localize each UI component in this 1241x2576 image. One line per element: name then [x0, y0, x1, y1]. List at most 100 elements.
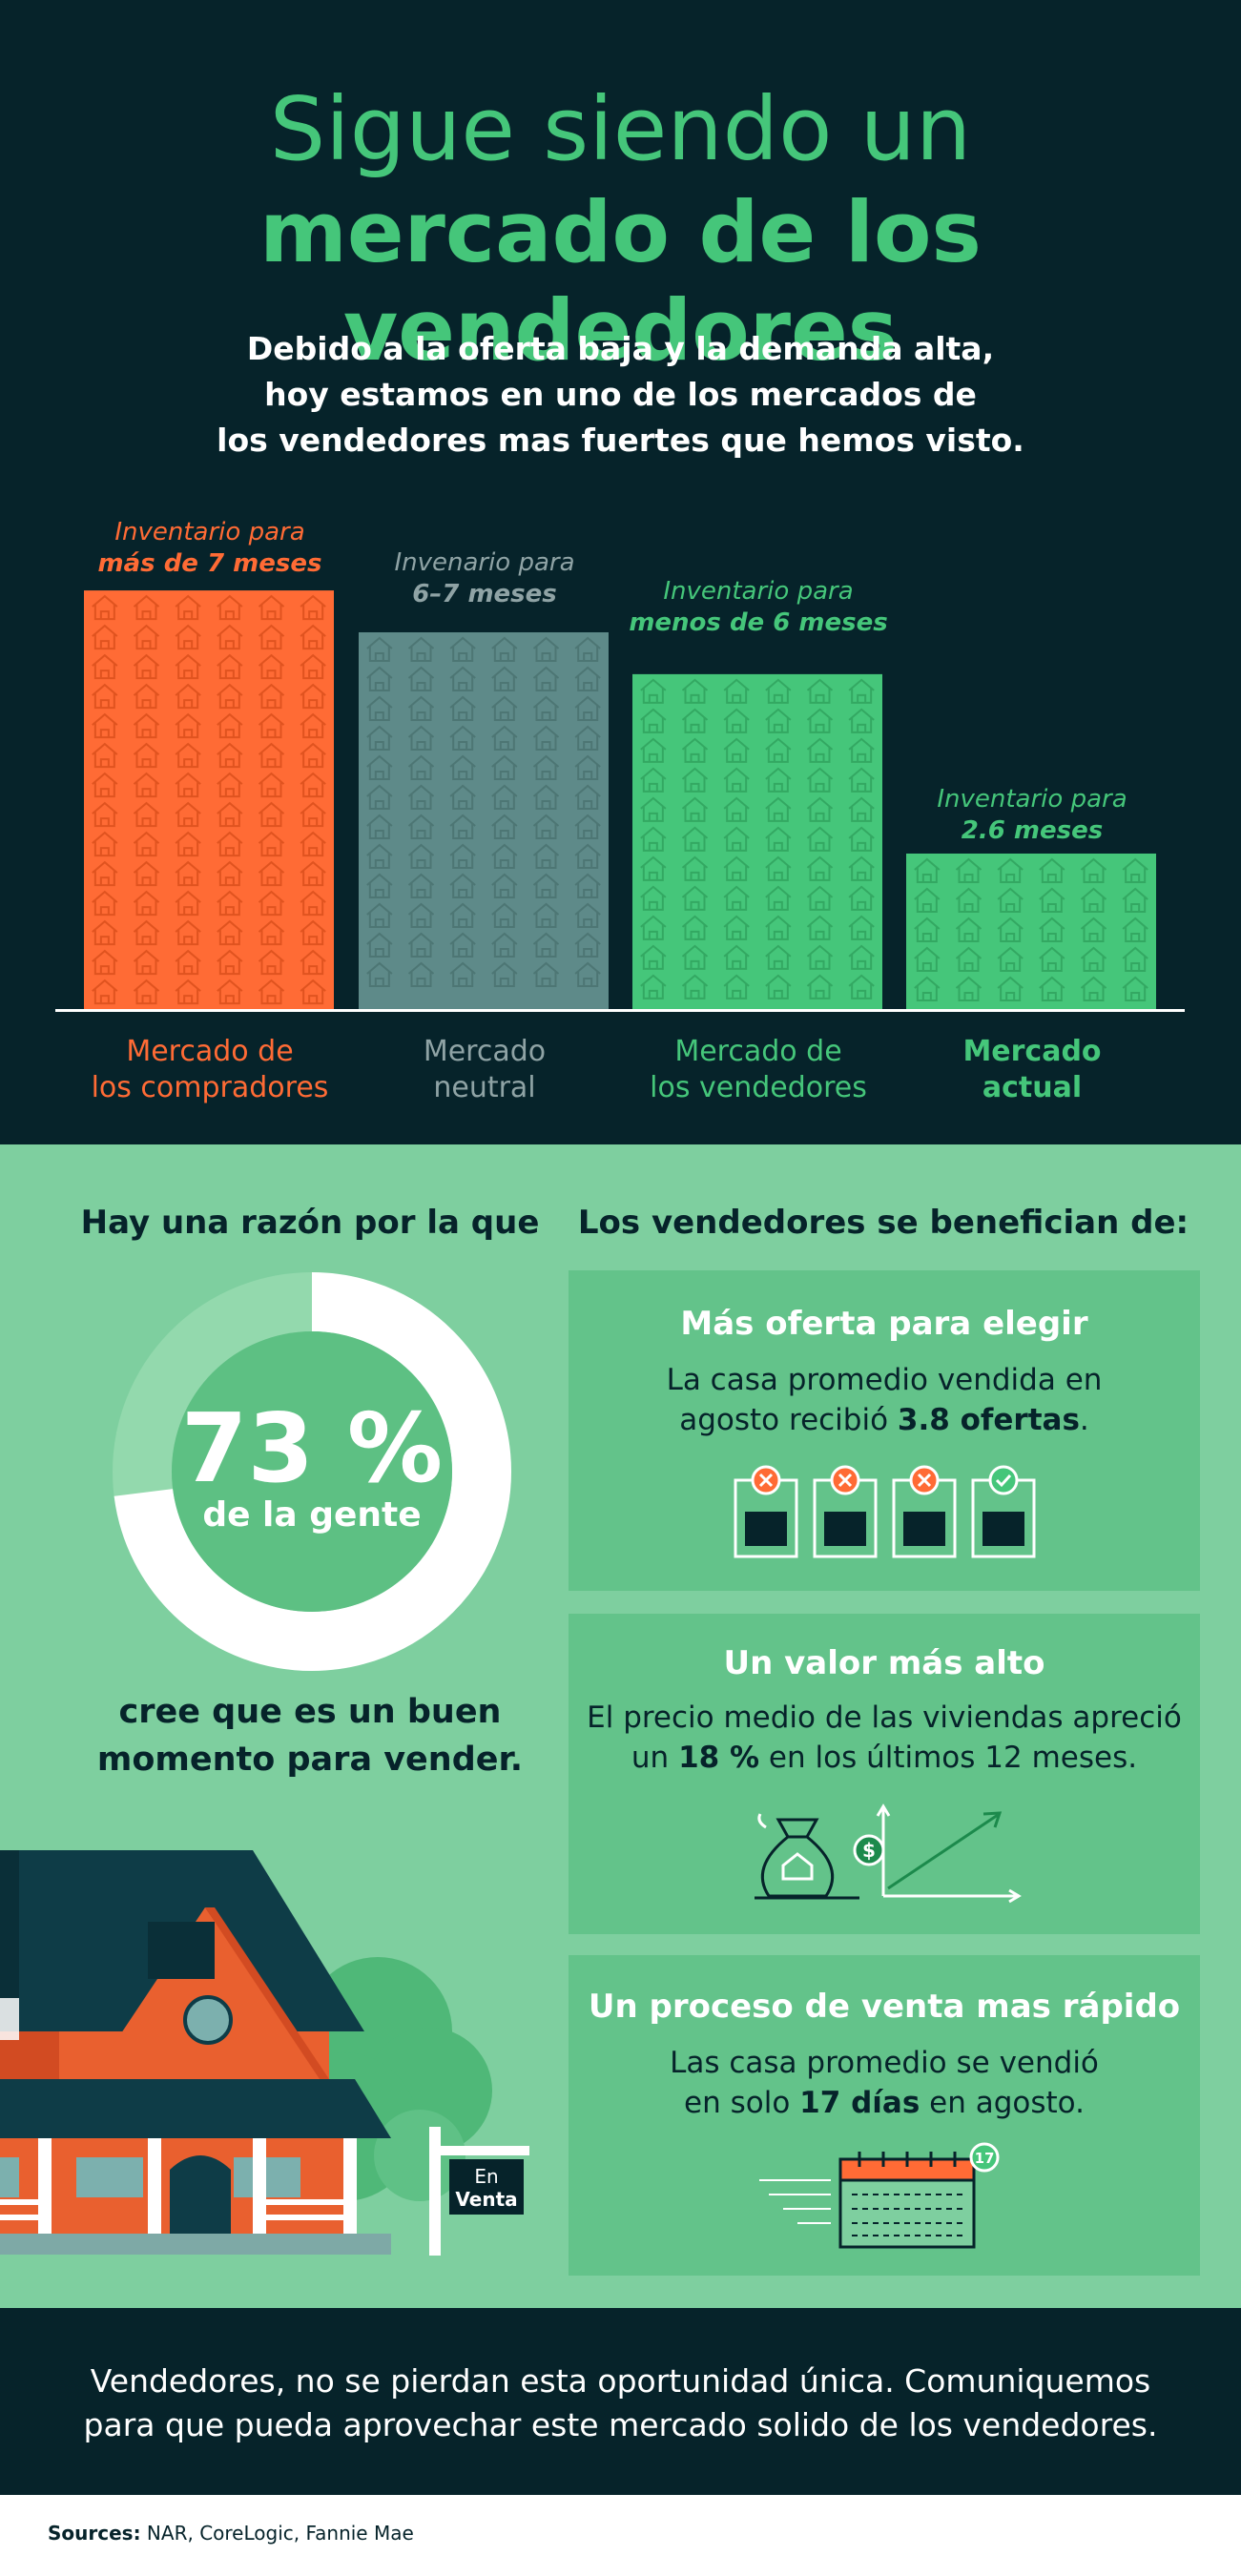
house-pattern-icon [955, 887, 982, 913]
house-pattern-icon [640, 826, 667, 852]
house-pattern-icon [366, 695, 393, 721]
house-pattern-icon [449, 961, 476, 987]
house-pattern-icon [175, 890, 201, 917]
card-speed-text-line1: Las casa promedio se vendió [670, 2046, 1099, 2080]
percent-subtitle: de la gente [202, 1495, 422, 1535]
house-pattern-icon [258, 919, 285, 946]
house-pattern-icon [765, 826, 792, 852]
house-pattern-icon [723, 915, 750, 940]
house-pattern-icon [449, 902, 476, 928]
house-pattern-icon [532, 902, 560, 928]
house-pattern-icon [681, 974, 709, 999]
calendar-badge [969, 2142, 1000, 2173]
house-pattern-icon [1122, 976, 1148, 1001]
house-pattern-icon [175, 624, 201, 650]
card-offers-text: La casa promedio vendida en agosto recib… [578, 1360, 1190, 1440]
bar-sellers [632, 673, 882, 1009]
bottom-section [0, 2308, 1241, 2495]
house-pattern-icon [806, 826, 834, 852]
house-pattern-icon [765, 708, 792, 733]
calendar-badge-number: 17 [975, 2150, 995, 2167]
house-pattern-icon [914, 976, 941, 1001]
house-pattern-icon [806, 767, 834, 793]
house-pattern-icon [681, 708, 709, 733]
house-pattern-icon [300, 949, 326, 976]
house-pattern-icon [258, 683, 285, 710]
house-pattern-icon [640, 885, 667, 911]
house-pattern-icon [133, 624, 160, 650]
house-pattern-icon [92, 860, 118, 887]
house-pattern-icon [217, 949, 243, 976]
house-pattern-icon [532, 754, 560, 780]
house-pattern-icon [258, 860, 285, 887]
card-value-text: El precio medio de las viviendas apreció… [578, 1698, 1190, 1778]
house-pattern-icon [848, 678, 875, 704]
bar-label-current-line2: 2.6 meses [961, 816, 1104, 845]
house-pattern-icon [407, 725, 435, 751]
column-1 [38, 2138, 52, 2234]
house-pattern-icon [491, 961, 518, 987]
house-pattern-icon [175, 653, 201, 680]
house-pattern-icon [848, 885, 875, 911]
house-pattern-icon [449, 784, 476, 810]
house-pattern-icon [914, 946, 941, 972]
house-pattern-icon [217, 742, 243, 769]
house-pattern-icon [1039, 976, 1065, 1001]
house-pattern-icon [133, 653, 160, 680]
house-pattern-icon [532, 666, 560, 691]
money-bag-icon [755, 1813, 859, 1900]
house-pattern-icon [133, 919, 160, 946]
house-pattern-icon [258, 712, 285, 739]
house-pattern-icon [217, 890, 243, 917]
card-value-text-line2: un 18 % en los últimos 12 meses. [631, 1741, 1138, 1775]
house-pattern-icon [133, 860, 160, 887]
house-pattern-icon [955, 917, 982, 942]
house-pattern-icon [723, 708, 750, 733]
house-pattern-icon [640, 915, 667, 940]
house-pattern-icon [258, 979, 285, 1005]
house-pattern-icon [1080, 976, 1107, 1001]
house-pattern-icon [407, 784, 435, 810]
house-pattern-icon [765, 885, 792, 911]
category-neutral: Mercado neutral [341, 1034, 628, 1106]
house-pattern-icon [681, 944, 709, 970]
house-pattern-icon [366, 784, 393, 810]
house-pattern-icon [848, 708, 875, 733]
percent-value: 73 % [180, 1392, 444, 1504]
house-pattern-icon [133, 831, 160, 857]
category-neutral-line2: neutral [433, 1071, 536, 1104]
house-illustration: En Venta [0, 1850, 529, 2256]
house-pattern-icon [574, 961, 601, 987]
bar-label-current: Inventario para 2.6 meses [889, 784, 1175, 847]
cta-line-2: para que pueda aprovechar este mercado s… [83, 2406, 1158, 2443]
cta-line-1: Vendedores, no se pierdan esta oportunid… [90, 2362, 1151, 2400]
house-pattern-icon [300, 979, 326, 1005]
benefit-card-offers: Más oferta para elegir La casa promedio … [569, 1270, 1200, 1591]
house-pattern-icon [449, 695, 476, 721]
house-pattern-icon [1080, 857, 1107, 883]
house-pattern-icon [1122, 917, 1148, 942]
house-pattern-icon [532, 873, 560, 898]
house-pattern-icon [997, 857, 1024, 883]
house-pattern-icon [92, 742, 118, 769]
house-pattern-icon [300, 653, 326, 680]
house-pattern-icon [1122, 946, 1148, 972]
house-pattern-icon [175, 831, 201, 857]
house-pattern-icon [765, 974, 792, 999]
call-to-action: Vendedores, no se pierdan esta oportunid… [38, 2360, 1203, 2447]
house-pattern-icon [532, 784, 560, 810]
house-pattern-icon [848, 855, 875, 881]
roof-edge [0, 1850, 19, 2031]
house-pattern-icon [258, 653, 285, 680]
house-pattern-icon [133, 890, 160, 917]
rail-2a [266, 2199, 343, 2205]
house-pattern-icon [532, 932, 560, 958]
house-pattern-icon [92, 624, 118, 650]
house-pattern-icon [217, 860, 243, 887]
gable [91, 1907, 324, 2079]
category-buyers: Mercado de los compradores [67, 1034, 353, 1106]
house-pattern-icon [92, 979, 118, 1005]
house-pattern-icon [407, 843, 435, 869]
dollar-icon [853, 1834, 885, 1866]
house-pattern-icon [681, 796, 709, 822]
